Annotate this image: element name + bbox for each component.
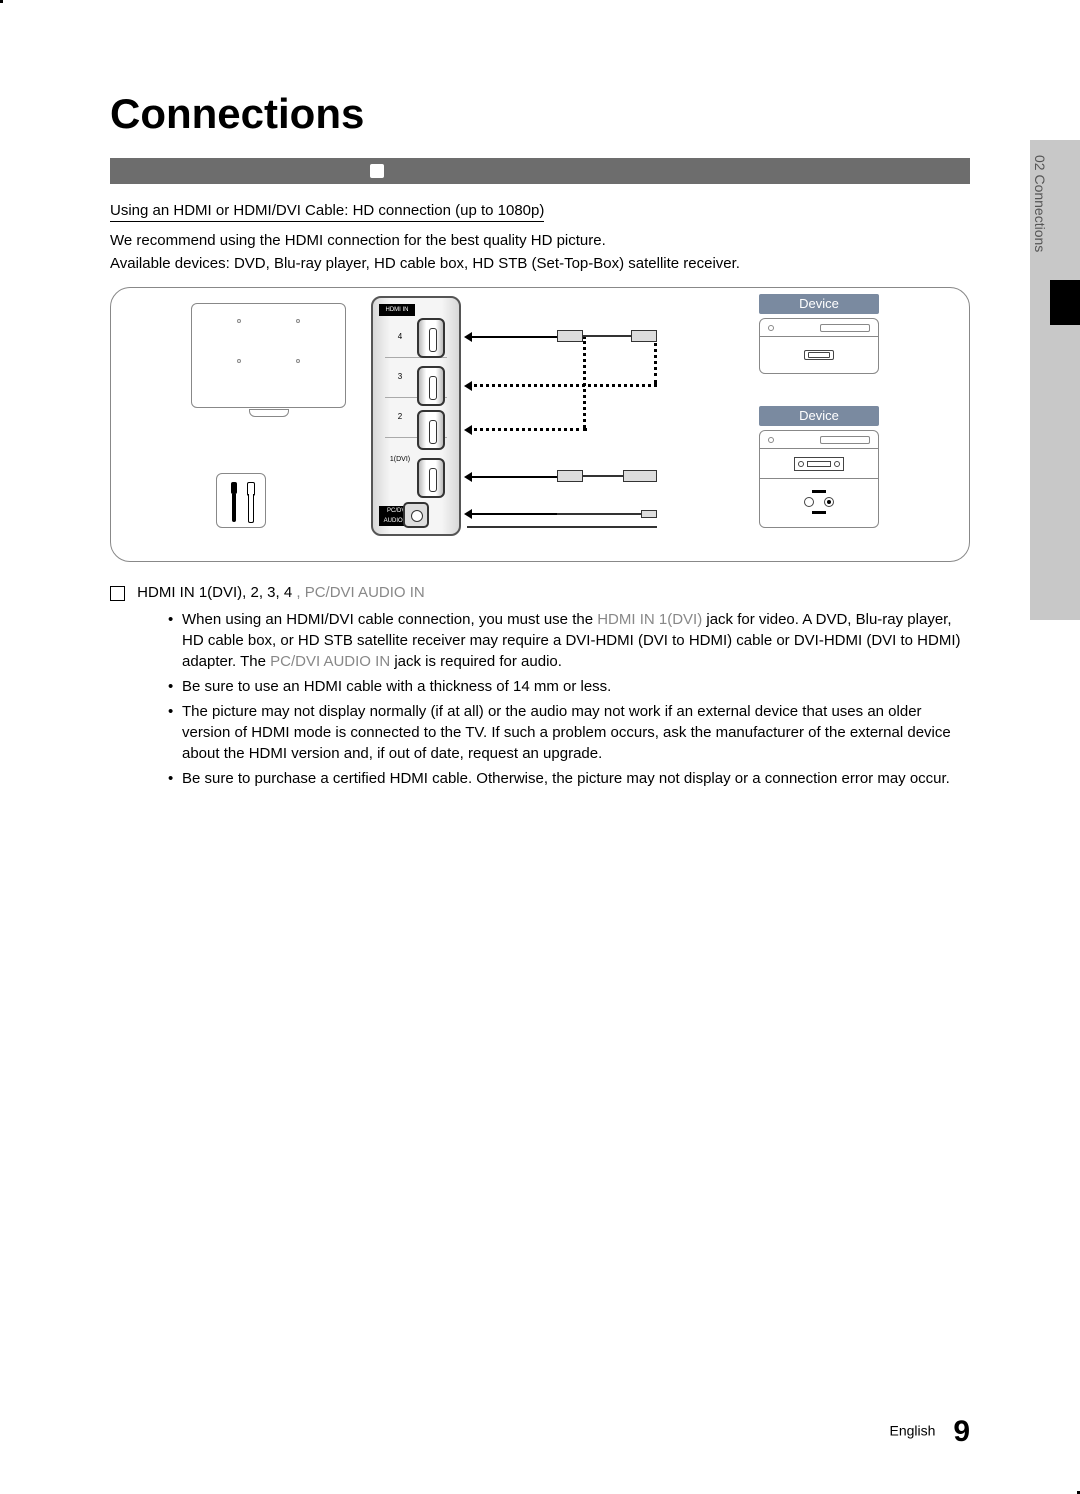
hdmi-port-3 [417,366,445,406]
hdmi-cable [557,330,657,342]
bar-icon [370,164,384,178]
bullet-3: The picture may not display normally (if… [168,701,970,764]
port-list-gray: , PC/DVI AUDIO IN [296,584,424,601]
arrow-hdmi-top [467,336,557,338]
crop-mark-tl [0,0,3,3]
section-bar [110,158,970,184]
port1-label: 1(DVI) [385,456,415,463]
audio-cable-2 [467,526,657,528]
arrow-audio [467,513,557,515]
port-list-main: HDMI IN 1(DVI), 2, 3, 4 [137,584,296,601]
dotted-vert-2 [654,336,657,384]
dotted-arrow-2 [467,428,587,431]
checkbox-icon [110,586,125,601]
hdmi-port-1 [417,458,445,498]
connection-diagram: HDMI IN 4 3 2 1(DVI) PC/DVI AUDIO IN [110,287,970,562]
port4-label: 4 [385,332,415,341]
arrow-hdmi-dvi [467,476,557,478]
audio-port [403,502,429,528]
port-list-header: HDMI IN 1(DVI), 2, 3, 4 , PC/DVI AUDIO I… [110,584,970,601]
dotted-vert-1 [583,336,586,428]
page-footer: English 9 [890,1415,971,1449]
audio-plugs [216,473,266,528]
device1-label: Device [759,294,879,314]
footer-lang: English [890,1423,936,1439]
device2-label: Device [759,406,879,426]
audio-cable [557,510,657,518]
intro-line2: Available devices: DVD, Blu-ray player, … [110,253,970,276]
device1-box [759,318,879,374]
bullet-1: When using an HDMI/DVI cable connection,… [168,609,970,672]
dotted-arrow-3 [467,384,657,387]
subtitle: Using an HDMI or HDMI/DVI Cable: HD conn… [110,202,544,222]
page-number: 9 [953,1415,970,1448]
bullet-4: Be sure to purchase a certified HDMI cab… [168,768,970,789]
hdmi-port-2 [417,410,445,450]
page-title: Connections [110,90,970,138]
device2-box [759,430,879,528]
notes-list: When using an HDMI/DVI cable connection,… [168,609,970,789]
dvi-cable [557,470,657,482]
hdmi-port-4 [417,318,445,358]
bullet-2: Be sure to use an HDMI cable with a thic… [168,676,970,697]
hdmi-panel: HDMI IN 4 3 2 1(DVI) PC/DVI AUDIO IN [371,296,461,536]
intro-line1: We recommend using the HDMI connection f… [110,230,970,253]
tv-outline [191,303,346,408]
port2-label: 2 [385,412,415,421]
intro-text: We recommend using the HDMI connection f… [110,230,970,275]
panel-header: HDMI IN [379,304,415,316]
port3-label: 3 [385,372,415,381]
page-content: Connections Using an HDMI or HDMI/DVI Ca… [0,0,1080,789]
